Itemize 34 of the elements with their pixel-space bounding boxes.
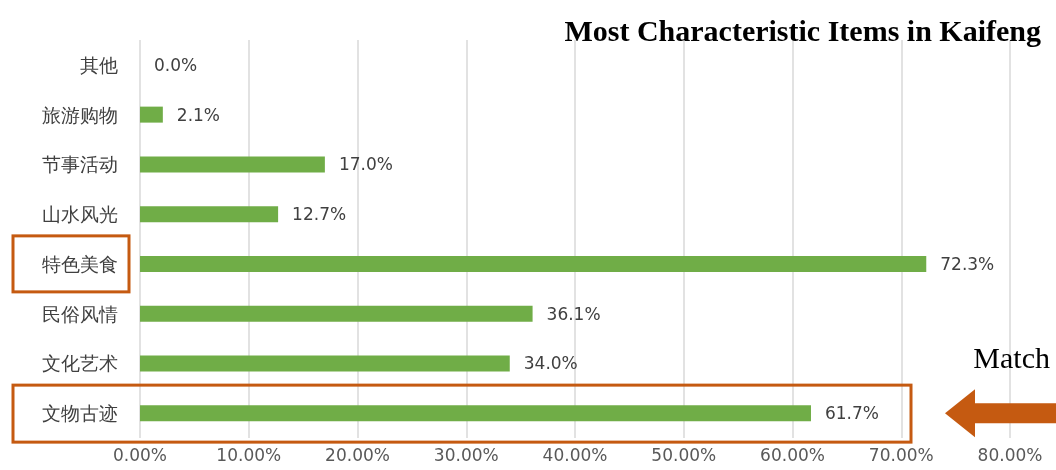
data-label: 0.0% xyxy=(154,54,198,75)
bar xyxy=(140,255,927,272)
annotation: Match xyxy=(973,341,1050,376)
y-tick-label: 特色美食 xyxy=(42,252,118,275)
data-label: 34.0% xyxy=(523,353,578,374)
data-label: 61.7% xyxy=(824,403,879,424)
x-tick-label: 20.00% xyxy=(325,444,390,465)
y-tick-label: 文物古迹 xyxy=(42,402,118,425)
bar xyxy=(140,405,811,422)
data-label: 12.7% xyxy=(292,204,347,225)
y-tick-label: 节事活动 xyxy=(42,153,118,176)
bar xyxy=(140,106,163,123)
y-tick-label: 其他 xyxy=(80,53,118,76)
x-tick-label: 70.00% xyxy=(868,444,934,465)
y-tick-label: 山水风光 xyxy=(42,203,118,226)
y-tick-label: 文化艺术 xyxy=(42,352,118,375)
x-tick-label: 10.00% xyxy=(216,444,282,465)
bar xyxy=(140,206,279,223)
x-tick-label: 30.00% xyxy=(433,444,499,465)
x-tick-label: 0.00% xyxy=(112,444,168,465)
bar xyxy=(140,156,325,173)
data-label: 72.3% xyxy=(940,253,995,274)
bar xyxy=(140,355,510,372)
x-tick-label: 40.00% xyxy=(542,444,608,465)
data-label: 36.1% xyxy=(546,303,601,324)
data-label: 17.0% xyxy=(338,154,393,175)
chart-title: Most Characteristic Items in Kaifeng xyxy=(564,13,1041,47)
x-tick-label: 80.00% xyxy=(977,444,1043,465)
x-tick-label: 60.00% xyxy=(760,444,825,465)
y-tick-label: 民俗风情 xyxy=(42,302,118,325)
y-tick-label: 旅游购物 xyxy=(42,103,118,126)
data-label: 2.1% xyxy=(176,104,221,125)
x-tick-label: 50.00% xyxy=(651,444,717,465)
bar xyxy=(140,305,533,322)
